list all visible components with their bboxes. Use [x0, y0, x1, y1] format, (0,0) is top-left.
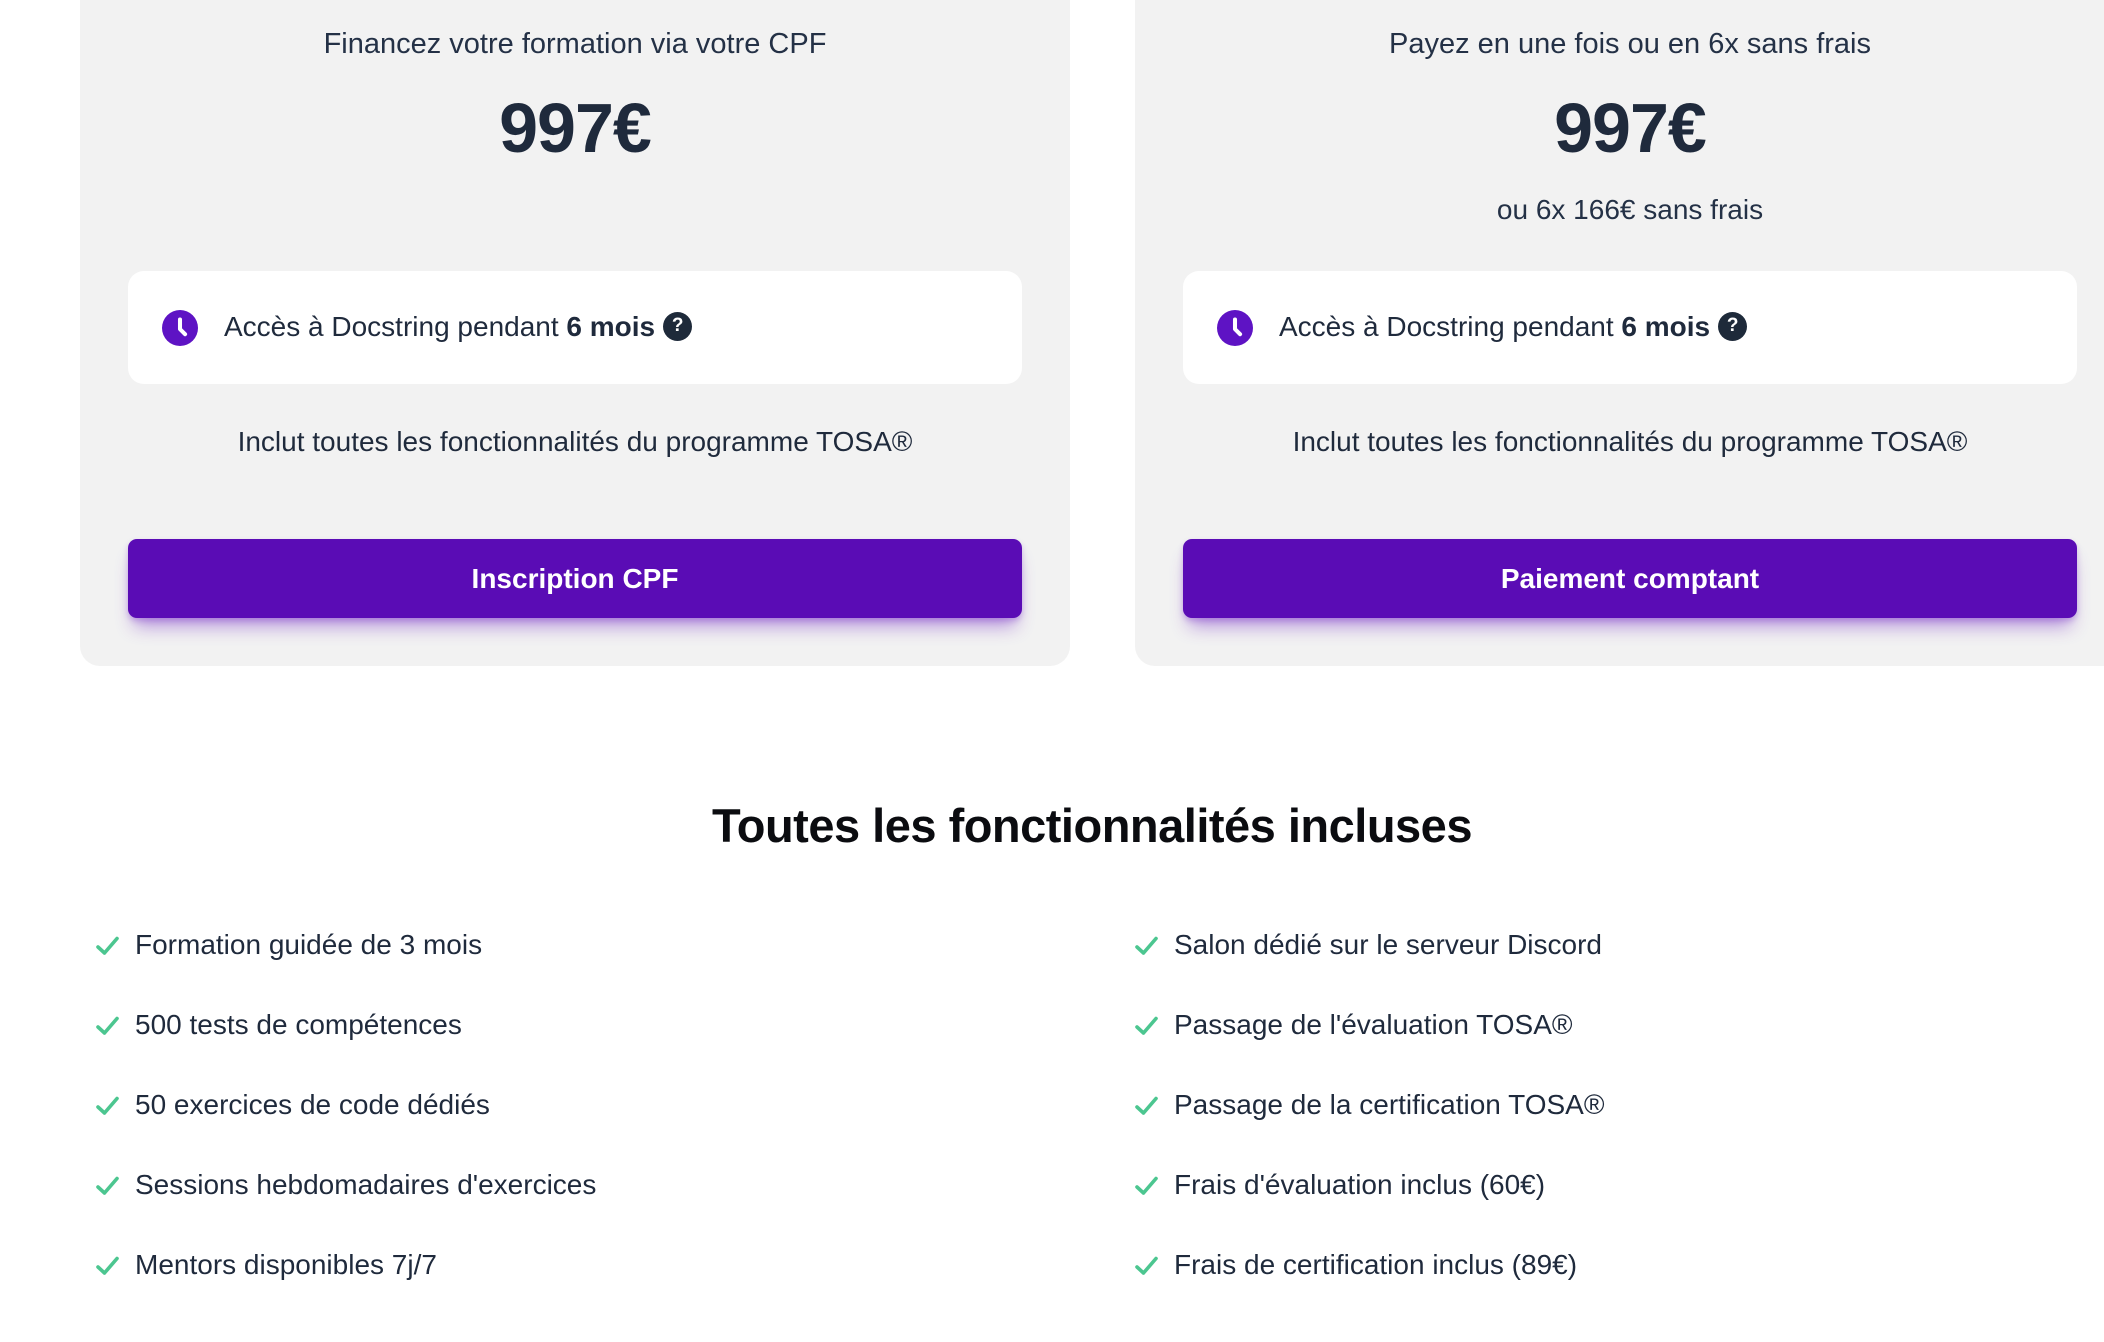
feature-label: Frais de certification inclus (89€)	[1174, 1249, 1578, 1280]
feature-label: 50 exercices de code dédiés	[135, 1089, 490, 1120]
list-item: Mentors disponibles 7j/7	[94, 1225, 596, 1305]
includes-text: Inclut toutes les fonctionnalités du pro…	[1292, 426, 1968, 457]
pricing-card-comptant: Payez en une fois ou en 6x sans frais 99…	[1135, 0, 2104, 666]
question-mark-icon[interactable]: ?	[1718, 311, 1748, 341]
card-title: Payez en une fois ou en 6x sans frais	[1388, 28, 1871, 60]
card-price: 997€	[499, 89, 652, 167]
checkmark-icon	[94, 932, 121, 959]
checkmark-icon	[94, 1092, 121, 1119]
list-item: Salon dédié sur le serveur Discord	[1133, 905, 1605, 985]
access-duration-text: Accès à Docstring pendant 6 mois?	[1279, 311, 1748, 343]
features-list-left: Formation guidée de 3 mois 500 tests de …	[94, 905, 596, 1305]
feature-label: Sessions hebdomadaires d'exercices	[135, 1169, 597, 1200]
checkmark-icon	[1133, 1092, 1160, 1119]
clock-icon	[162, 309, 198, 346]
checkmark-icon	[94, 1252, 121, 1279]
list-item: Passage de l'évaluation TOSA®	[1133, 985, 1605, 1065]
pricing-card-cpf: Financez votre formation via votre CPF 9…	[80, 0, 1070, 666]
feature-label: Passage de l'évaluation TOSA®	[1174, 1009, 1573, 1040]
paiement-comptant-button[interactable]: Paiement comptant	[1183, 539, 2077, 618]
includes-text: Inclut toutes les fonctionnalités du pro…	[237, 426, 913, 457]
features-list-right: Salon dédié sur le serveur Discord Passa…	[1133, 905, 1605, 1305]
card-title: Financez votre formation via votre CPF	[323, 28, 827, 60]
checkmark-icon	[94, 1172, 121, 1199]
installments-text: ou 6x 166€ sans frais	[1496, 194, 1764, 225]
checkmark-icon	[1133, 932, 1160, 959]
inscription-cpf-button[interactable]: Inscription CPF	[128, 539, 1022, 618]
list-item: Sessions hebdomadaires d'exercices	[94, 1145, 596, 1225]
checkmark-icon	[94, 1012, 121, 1039]
checkmark-icon	[1133, 1252, 1160, 1279]
question-mark-icon[interactable]: ?	[663, 311, 693, 341]
list-item: Frais d'évaluation inclus (60€)	[1133, 1145, 1605, 1225]
checkmark-icon	[1133, 1172, 1160, 1199]
clock-icon	[1217, 309, 1253, 346]
list-item: Formation guidée de 3 mois	[94, 905, 596, 985]
list-item: 50 exercices de code dédiés	[94, 1065, 596, 1145]
feature-label: Salon dédié sur le serveur Discord	[1174, 929, 1602, 960]
features-heading: Toutes les fonctionnalités incluses	[712, 799, 1472, 852]
feature-label: Mentors disponibles 7j/7	[135, 1249, 437, 1280]
feature-label: 500 tests de compétences	[135, 1009, 462, 1040]
card-price: 997€	[1554, 89, 1707, 167]
access-duration-row: Accès à Docstring pendant 6 mois?	[128, 271, 1022, 384]
access-duration-text: Accès à Docstring pendant 6 mois?	[224, 311, 693, 343]
feature-label: Formation guidée de 3 mois	[135, 929, 483, 960]
access-duration-row: Accès à Docstring pendant 6 mois?	[1183, 271, 2077, 384]
list-item: Frais de certification inclus (89€)	[1133, 1225, 1605, 1305]
checkmark-icon	[1133, 1012, 1160, 1039]
list-item: Passage de la certification TOSA®	[1133, 1065, 1605, 1145]
feature-label: Passage de la certification TOSA®	[1174, 1089, 1605, 1120]
list-item: 500 tests de compétences	[94, 985, 596, 1065]
feature-label: Frais d'évaluation inclus (60€)	[1174, 1169, 1546, 1200]
